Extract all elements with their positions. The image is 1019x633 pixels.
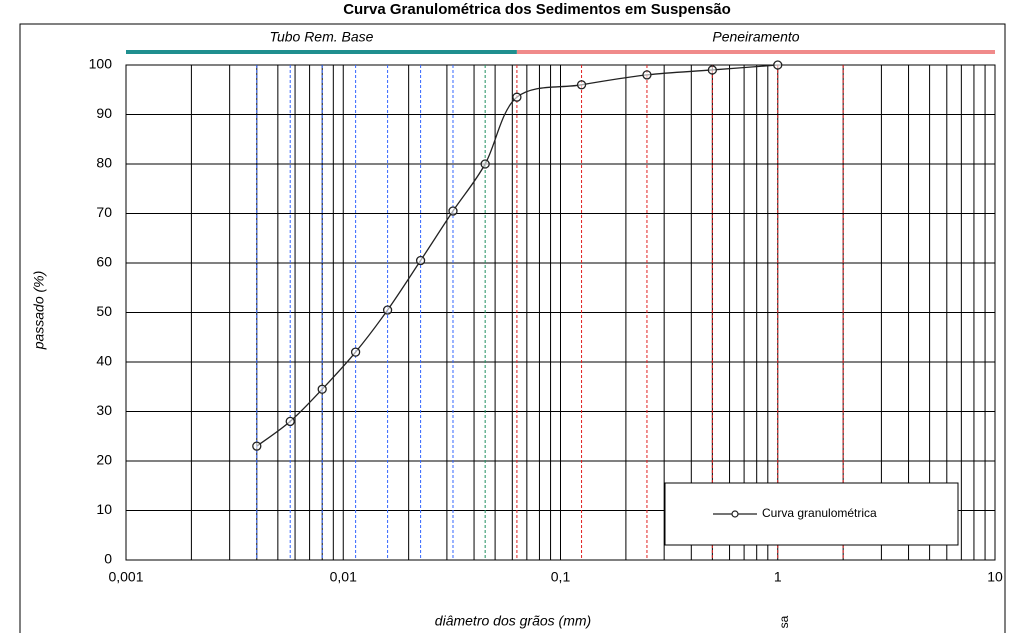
- chart-frame: [19, 23, 1006, 633]
- y-tick-label: 10: [96, 501, 112, 517]
- data-point: [317, 384, 327, 394]
- legend-label: Curva granulométrica: [762, 506, 877, 520]
- y-tick-label: 80: [96, 155, 112, 171]
- y-tick-label: 40: [96, 353, 112, 369]
- x-tick-label: 0,001: [108, 569, 143, 585]
- y-tick-label: 70: [96, 204, 112, 220]
- data-point: [415, 255, 426, 266]
- y-tick-label: 0: [104, 551, 112, 567]
- data-point: [773, 60, 783, 70]
- y-tick-label: 30: [96, 402, 112, 418]
- chart-title: Curva Granulométrica dos Sedimentos em S…: [343, 1, 731, 18]
- data-point: [480, 159, 490, 169]
- x-tick-label: 1: [774, 569, 782, 585]
- data-point: [382, 305, 393, 315]
- data-point: [576, 80, 587, 90]
- data-point: [252, 441, 262, 451]
- legend-marker: [731, 510, 739, 518]
- data-point: [642, 70, 652, 80]
- y-tick-label: 50: [96, 303, 112, 319]
- y-tick-label: 60: [96, 254, 112, 270]
- data-point: [707, 65, 718, 75]
- x-tick-label: 0,01: [330, 569, 357, 585]
- data-point: [350, 347, 361, 357]
- annotation: sa: [777, 615, 791, 628]
- x-tick-label: 0,1: [551, 569, 571, 585]
- y-tick-label: 20: [96, 452, 112, 468]
- data-point: [285, 416, 295, 427]
- band-label: Tubo Rem. Base: [269, 29, 373, 45]
- y-axis-label: passado (%): [31, 271, 47, 351]
- x-tick-label: 10: [987, 569, 1003, 585]
- y-tick-label: 100: [89, 56, 113, 72]
- data-point: [448, 206, 458, 216]
- y-tick-label: 90: [96, 105, 112, 121]
- data-point: [512, 92, 522, 102]
- x-axis-label: diâmetro dos grãos (mm): [435, 613, 591, 629]
- band-label: Peneiramento: [712, 29, 799, 45]
- plot-border: [125, 64, 996, 561]
